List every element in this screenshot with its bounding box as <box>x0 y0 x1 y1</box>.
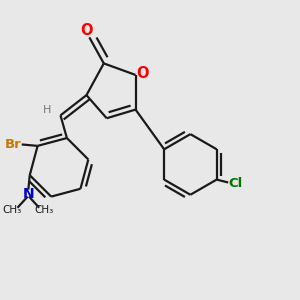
Text: CH₃: CH₃ <box>34 205 54 215</box>
Text: H: H <box>43 105 52 115</box>
Text: O: O <box>80 23 93 38</box>
Text: Br: Br <box>5 138 21 151</box>
Text: N: N <box>22 187 34 201</box>
Text: CH₃: CH₃ <box>3 205 22 215</box>
Text: O: O <box>136 66 149 81</box>
Text: Cl: Cl <box>228 177 242 190</box>
